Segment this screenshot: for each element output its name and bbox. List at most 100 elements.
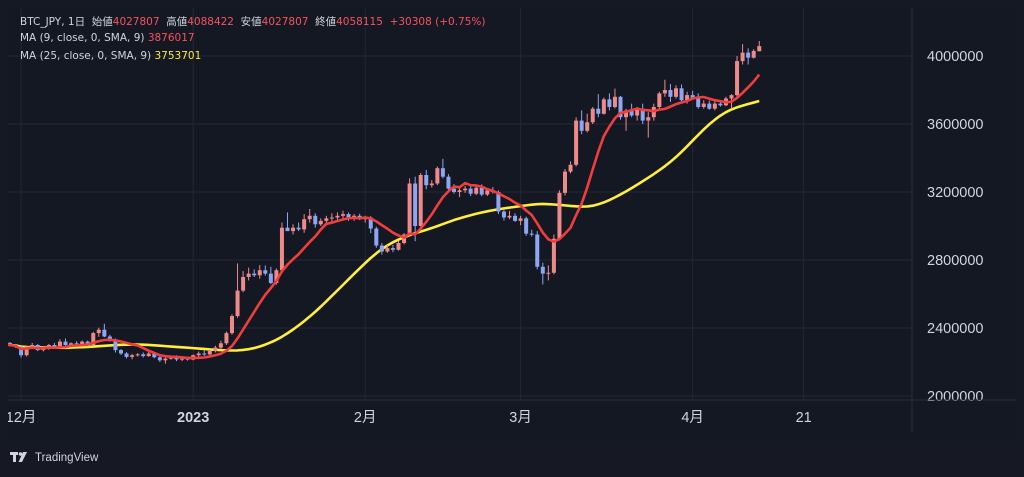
candle-body	[252, 273, 257, 276]
candle-body	[235, 290, 240, 317]
candle-body	[629, 110, 634, 116]
x-tick-label: 2023	[177, 410, 209, 426]
ma-25-value: 3753701	[154, 50, 202, 62]
candle-body	[174, 357, 179, 360]
candle-body	[291, 227, 296, 232]
candle-body	[202, 353, 207, 355]
candle-series	[8, 40, 762, 364]
candle-body	[69, 343, 74, 345]
candle-body	[246, 273, 251, 277]
candle-body	[407, 183, 412, 235]
ma-9-value: 3876017	[147, 32, 195, 44]
candle-body	[635, 108, 640, 116]
candle-body	[374, 228, 379, 246]
candle-body	[157, 357, 162, 361]
x-tick-label: 2月	[354, 410, 377, 426]
y-tick-label: 2800000	[927, 253, 983, 269]
x-tick-label: 12月	[8, 410, 36, 426]
candle-body	[368, 217, 373, 229]
candle-body	[91, 333, 96, 345]
candle-body	[113, 339, 118, 351]
candle-body	[218, 343, 223, 348]
ma-9-legend[interactable]: MA (9, close, 0, SMA, 9) 3876017	[20, 32, 195, 44]
grid-lines	[8, 8, 912, 400]
candle-body	[346, 214, 351, 219]
candle-body	[213, 347, 218, 351]
candle-body	[524, 218, 529, 234]
axes: 4000000 3600000 3200000 2800000 2400000 20000…	[8, 8, 1016, 432]
chart-panel[interactable]: 4000000 3600000 3200000 2800000 2400000 20000…	[8, 8, 1016, 440]
candle-body	[241, 277, 246, 291]
candle-body	[563, 171, 567, 193]
candle-body	[440, 168, 445, 177]
candle-body	[479, 187, 484, 195]
candle-body	[685, 95, 690, 101]
ma-25-legend[interactable]: MA (25, close, 0, SMA, 9) 3753701	[20, 50, 201, 62]
candle-body	[413, 183, 418, 226]
candle-body	[568, 164, 573, 172]
candle-body	[618, 96, 623, 118]
candle-body	[224, 333, 229, 344]
high-value: 4088422	[187, 16, 234, 28]
candle-body	[263, 270, 268, 274]
candle-body	[751, 50, 756, 58]
candle-body	[180, 358, 185, 360]
tradingview-logo-icon	[10, 452, 27, 462]
candle-body	[601, 99, 606, 114]
y-tick-label: 3600000	[927, 117, 983, 133]
candle-body	[707, 103, 712, 109]
candle-body	[690, 95, 695, 99]
candle-body	[107, 336, 112, 340]
low-label: 安値	[240, 16, 262, 28]
x-tick-label: 4月	[681, 410, 704, 426]
interval-label[interactable]: 1日	[67, 16, 86, 28]
candle-body	[279, 227, 284, 271]
ma-9-label: MA (9, close, 0, SMA, 9)	[20, 32, 145, 44]
ma-9-series	[8, 73, 761, 360]
y-tick-label: 2000000	[927, 389, 983, 405]
tradingview-brand[interactable]: TradingView	[10, 452, 98, 464]
open-value: 4027807	[112, 16, 160, 28]
candle-body	[662, 90, 667, 94]
high-label: 高値	[166, 16, 188, 28]
ohlc-legend: BTC_JPY, 1日 始値4027807 高値4088422 安値402780…	[20, 16, 486, 28]
candle-body	[657, 93, 662, 107]
candle-body	[24, 346, 29, 356]
candle-body	[307, 215, 312, 220]
candle-body	[102, 329, 107, 337]
candle-body	[390, 248, 395, 250]
candle-body	[590, 108, 595, 123]
candle-body	[496, 192, 501, 212]
ma-9-line	[8, 73, 761, 360]
candle-body	[130, 355, 135, 357]
candle-body	[274, 270, 279, 283]
candle-body	[612, 96, 617, 107]
x-tick-label: 3月	[509, 410, 532, 426]
candle-body	[285, 227, 290, 232]
candle-body	[746, 52, 751, 58]
candle-body	[429, 183, 434, 186]
candle-body	[574, 120, 579, 165]
symbol-label[interactable]: BTC_JPY	[20, 16, 62, 28]
ma-25-label: MA (25, close, 0, SMA, 9)	[20, 50, 152, 62]
candle-body	[463, 188, 468, 191]
candle-body	[80, 341, 85, 345]
candle-body	[674, 88, 678, 97]
candle-body	[624, 110, 629, 118]
candle-body	[335, 215, 340, 218]
close-value: 4058115	[336, 16, 383, 28]
candle-body	[296, 227, 301, 230]
candle-body	[518, 218, 523, 221]
price-chart[interactable]: 4000000 3600000 3200000 2800000 2400000 20000…	[8, 8, 1016, 440]
y-tick-label: 4000000	[927, 49, 983, 65]
candle-body	[30, 345, 35, 347]
candle-body	[607, 99, 612, 107]
candle-body	[668, 90, 673, 97]
candle-body	[141, 354, 146, 357]
candle-body	[207, 350, 212, 355]
candle-body	[457, 190, 462, 192]
candle-body	[163, 358, 168, 361]
candle-body	[196, 353, 201, 356]
candle-body	[379, 245, 384, 252]
candle-body	[646, 117, 651, 121]
